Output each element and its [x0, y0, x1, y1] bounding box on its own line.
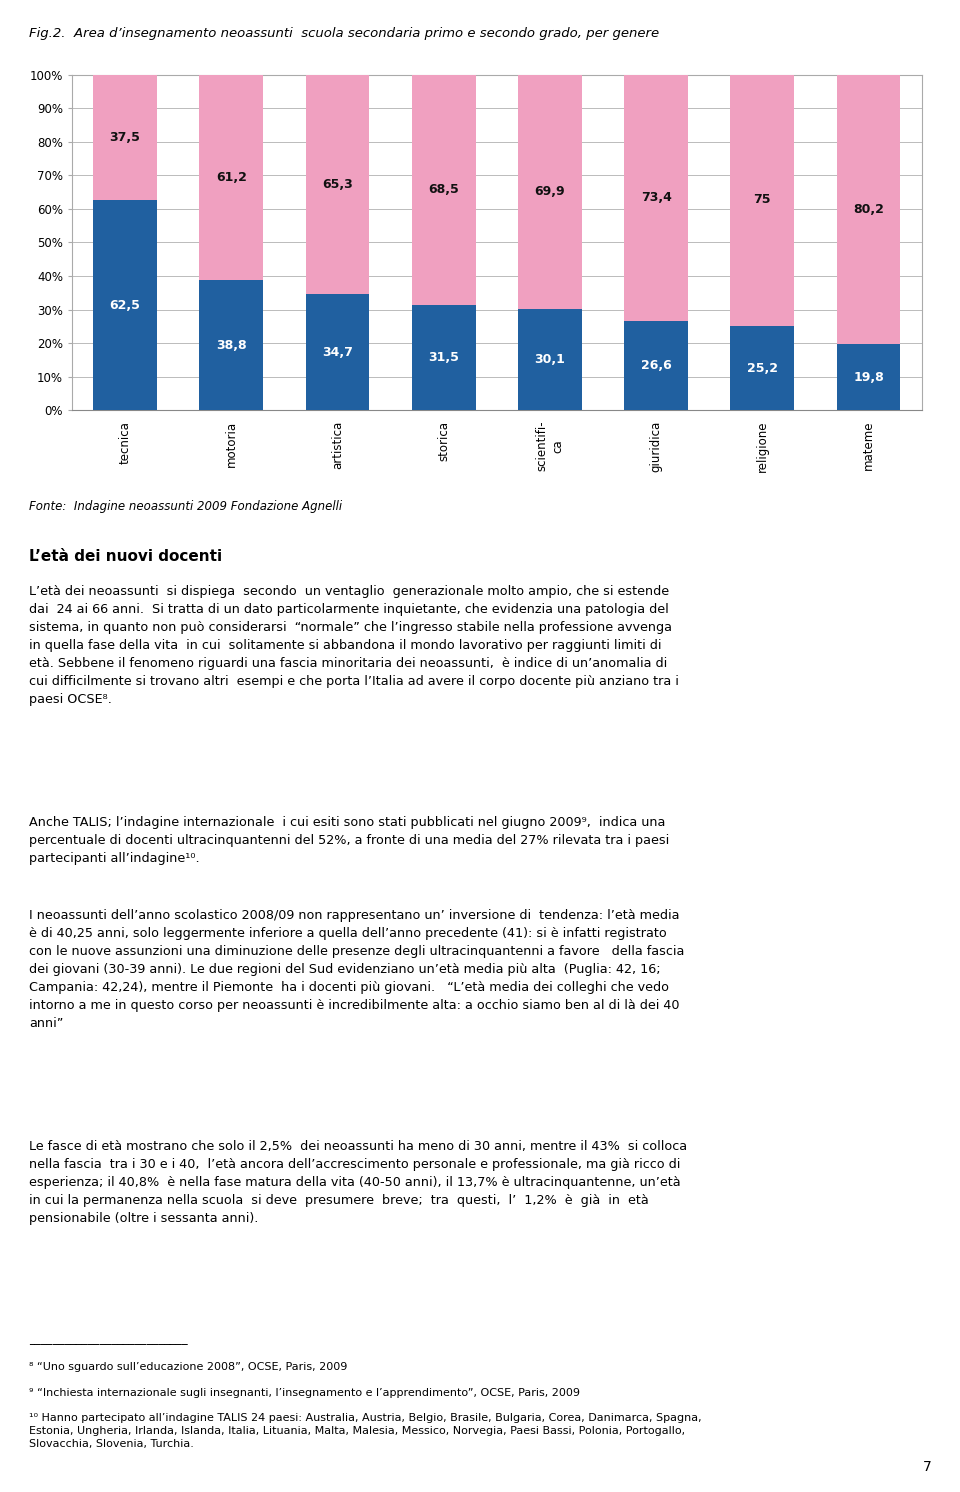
Text: 30,1: 30,1	[535, 354, 565, 366]
Text: 65,3: 65,3	[323, 178, 353, 191]
Text: 26,6: 26,6	[640, 360, 671, 372]
Text: 34,7: 34,7	[322, 346, 353, 358]
Bar	[93, 200, 156, 410]
Text: ⁸ “Uno sguardo sull’educazione 2008”, OCSE, Paris, 2009: ⁸ “Uno sguardo sull’educazione 2008”, OC…	[29, 1362, 348, 1373]
Text: scientifi-
ca: scientifi- ca	[536, 421, 564, 471]
Text: 37,5: 37,5	[109, 131, 140, 145]
Text: 62,5: 62,5	[109, 298, 140, 312]
Bar	[624, 321, 688, 410]
Text: religione: religione	[756, 421, 769, 473]
Bar	[624, 75, 688, 321]
Text: 73,4: 73,4	[640, 191, 672, 204]
Bar	[200, 75, 263, 280]
Text: 75: 75	[754, 194, 771, 206]
Text: Anche TALIS; l’indagine internazionale  i cui esiti sono stati pubblicati nel gi: Anche TALIS; l’indagine internazionale i…	[29, 816, 669, 865]
Bar	[731, 75, 794, 325]
Text: Le fasce di età mostrano che solo il 2,5%  dei neoassunti ha meno di 30 anni, me: Le fasce di età mostrano che solo il 2,5…	[29, 1140, 687, 1225]
Bar	[305, 294, 370, 410]
Bar	[305, 75, 370, 294]
Text: 25,2: 25,2	[747, 361, 778, 374]
Bar	[518, 75, 582, 309]
Bar	[412, 304, 475, 410]
Text: 31,5: 31,5	[428, 351, 459, 364]
Text: artistica: artistica	[331, 421, 344, 468]
Text: storica: storica	[437, 421, 450, 461]
Text: giuridica: giuridica	[650, 421, 662, 471]
Bar	[731, 325, 794, 410]
Text: Fonte:  Indagine neoassunti 2009 Fondazione Agnelli: Fonte: Indagine neoassunti 2009 Fondazio…	[29, 500, 342, 513]
Text: ___________________________: ___________________________	[29, 1332, 187, 1346]
Text: 38,8: 38,8	[216, 339, 247, 352]
Text: L’età dei nuovi docenti: L’età dei nuovi docenti	[29, 549, 222, 564]
Bar	[518, 309, 582, 410]
Bar	[200, 280, 263, 410]
Bar	[836, 343, 900, 410]
Text: 69,9: 69,9	[535, 185, 565, 198]
Text: 68,5: 68,5	[428, 184, 459, 195]
Text: motoria: motoria	[225, 421, 238, 467]
Text: 61,2: 61,2	[216, 170, 247, 184]
Bar	[412, 75, 475, 304]
Bar	[93, 75, 156, 200]
Text: 7: 7	[923, 1461, 931, 1474]
Text: tecnica: tecnica	[119, 421, 132, 464]
Text: I neoassunti dell’anno scolastico 2008/09 non rappresentano un’ inversione di  t: I neoassunti dell’anno scolastico 2008/0…	[29, 909, 684, 1029]
Text: 19,8: 19,8	[853, 370, 884, 383]
Text: 80,2: 80,2	[853, 203, 884, 216]
Bar	[836, 75, 900, 343]
Text: mateme: mateme	[862, 421, 875, 470]
Text: Fig.2.  Area d’insegnamento neoassunti  scuola secondaria primo e secondo grado,: Fig.2. Area d’insegnamento neoassunti sc…	[29, 27, 659, 40]
Text: ⁹ “Inchiesta internazionale sugli insegnanti, l’insegnamento e l’apprendimento”,: ⁹ “Inchiesta internazionale sugli insegn…	[29, 1388, 580, 1398]
Text: L’età dei neoassunti  si dispiega  secondo  un ventaglio  generazionale molto am: L’età dei neoassunti si dispiega secondo…	[29, 585, 679, 706]
Text: ¹⁰ Hanno partecipato all’indagine TALIS 24 paesi: Australia, Austria, Belgio, Br: ¹⁰ Hanno partecipato all’indagine TALIS …	[29, 1413, 702, 1449]
